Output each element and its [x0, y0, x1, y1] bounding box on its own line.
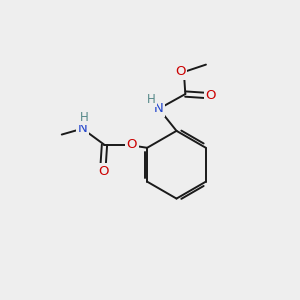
Text: O: O: [126, 138, 137, 151]
Text: O: O: [175, 65, 186, 79]
Text: N: N: [154, 102, 164, 115]
Text: H: H: [147, 93, 156, 106]
Text: O: O: [206, 89, 216, 102]
Text: H: H: [80, 111, 88, 124]
Text: N: N: [77, 122, 87, 135]
Text: O: O: [98, 165, 108, 178]
